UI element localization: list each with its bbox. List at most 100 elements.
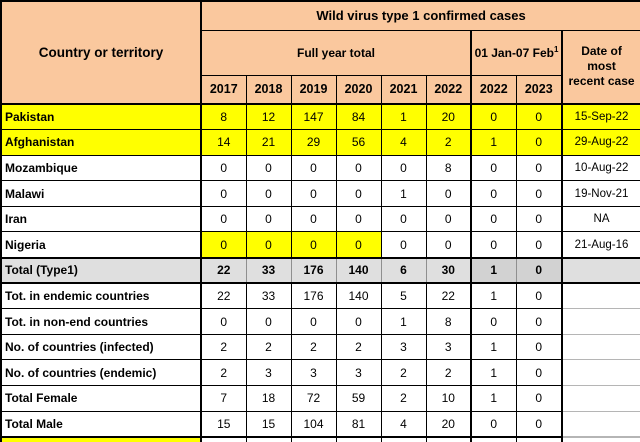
case-count-cell: 104 <box>290 410 337 438</box>
date-cell: 21-Aug-16 <box>561 231 640 259</box>
case-count-cell: 0 <box>515 154 563 182</box>
date-cell: 10-Aug-22 <box>561 154 640 182</box>
case-count-cell: 1 <box>380 308 427 335</box>
case-count-cell: 12 <box>245 103 292 131</box>
case-count-cell: 0 <box>515 180 563 207</box>
case-count-cell: 0 <box>515 103 563 131</box>
row-label: No. of countries (endemic) <box>0 359 202 387</box>
case-count-cell: 8 <box>425 308 472 335</box>
partial-row-cell <box>425 436 472 442</box>
table-row: Nigeria 0 0 0 0 0 0 0 0 21-Aug-16 <box>0 231 640 259</box>
row-label: Total (Type1) <box>0 256 202 285</box>
row-label: Pakistan <box>0 103 202 131</box>
row-label: Tot. in non-end countries <box>0 308 202 335</box>
case-count-cell: 1 <box>470 256 517 285</box>
country-header: Country or territory <box>0 0 202 105</box>
date-cell: NA <box>561 205 640 233</box>
janfeb-year-header: 2022 <box>470 74 517 105</box>
row-label: Malawi <box>0 180 202 207</box>
date-cell <box>561 359 640 387</box>
case-count-cell: 0 <box>245 231 292 259</box>
case-count-cell: 0 <box>380 205 427 233</box>
table-body: Pakistan 8 12 147 84 1 20 0 0 15-Sep-22 Afghanista… <box>0 103 640 442</box>
case-count-cell: 0 <box>335 205 382 233</box>
year-header: 2022 <box>425 74 472 105</box>
case-count-cell: 2 <box>335 333 382 361</box>
case-count-cell: 20 <box>425 410 472 438</box>
case-count-cell: 1 <box>380 103 427 131</box>
case-count-cell: 1 <box>470 129 517 156</box>
year-header: 2018 <box>245 74 292 105</box>
partial-row-cell <box>561 436 640 442</box>
case-count-cell: 0 <box>200 154 247 182</box>
case-count-cell: 140 <box>335 256 382 285</box>
full-year-group-header: Full year total <box>200 29 472 76</box>
partial-next-row <box>0 436 640 442</box>
case-count-cell: 0 <box>470 231 517 259</box>
case-count-cell: 3 <box>290 359 337 387</box>
case-count-cell: 0 <box>515 205 563 233</box>
case-count-cell: 0 <box>335 154 382 182</box>
case-count-cell: 0 <box>290 308 337 335</box>
table-row: Tot. in non-end countries 0 0 0 0 1 8 0 0 <box>0 308 640 335</box>
date-cell: 29-Aug-22 <box>561 129 640 156</box>
date-cell <box>561 308 640 335</box>
case-count-cell: 0 <box>515 231 563 259</box>
case-count-cell: 0 <box>245 205 292 233</box>
table-row: No. of countries (infected) 2 2 2 2 3 3 1 0 <box>0 333 640 361</box>
janfeb-footnote-sup: 1 <box>553 45 559 54</box>
year-header: 2021 <box>380 74 427 105</box>
case-count-cell: 22 <box>200 256 247 285</box>
case-count-cell: 33 <box>245 256 292 285</box>
row-label: No. of countries (infected) <box>0 333 202 361</box>
case-count-cell: 0 <box>515 308 563 335</box>
case-count-cell: 8 <box>200 103 247 131</box>
case-count-cell: 22 <box>425 282 472 310</box>
row-label: Mozambique <box>0 154 202 182</box>
table-row: Tot. in endemic countries 22 33 176 140 5 22 1 0 <box>0 282 640 310</box>
row-label: Nigeria <box>0 231 202 259</box>
case-count-cell: 0 <box>470 180 517 207</box>
case-count-cell: 1 <box>380 180 427 207</box>
partial-row-cell <box>200 436 247 442</box>
case-count-cell: 0 <box>290 231 337 259</box>
row-label: Total Male <box>0 410 202 438</box>
case-count-cell: 3 <box>380 333 427 361</box>
case-count-cell: 0 <box>290 180 337 207</box>
case-count-cell: 0 <box>515 359 563 387</box>
table-row: Afghanistan 14 21 29 56 4 2 1 0 29-Aug-22 <box>0 129 640 156</box>
janfeb-group-label: 01 Jan-07 Feb <box>474 46 554 60</box>
case-count-cell: 3 <box>335 359 382 387</box>
partial-row-label <box>0 436 202 442</box>
table-row: Total Female 7 18 72 59 2 10 1 0 <box>0 385 640 412</box>
case-count-cell: 0 <box>425 180 472 207</box>
year-header: 2020 <box>335 74 382 105</box>
table-row: No. of countries (endemic) 2 3 3 3 2 2 1 0 <box>0 359 640 387</box>
case-count-cell: 0 <box>515 385 563 412</box>
case-count-cell: 4 <box>380 410 427 438</box>
case-count-cell: 0 <box>200 205 247 233</box>
row-label: Afghanistan <box>0 129 202 156</box>
case-count-cell: 0 <box>290 205 337 233</box>
date-cell: 15-Sep-22 <box>561 103 640 131</box>
case-count-cell: 0 <box>200 231 247 259</box>
year-header: 2017 <box>200 74 247 105</box>
case-count-cell: 0 <box>470 205 517 233</box>
case-count-cell: 0 <box>200 308 247 335</box>
date-cell <box>561 256 640 285</box>
case-count-cell: 0 <box>245 154 292 182</box>
case-count-cell: 2 <box>200 359 247 387</box>
date-cell <box>561 282 640 310</box>
case-count-cell: 1 <box>470 385 517 412</box>
partial-row-cell <box>470 436 517 442</box>
case-count-cell: 0 <box>380 154 427 182</box>
case-count-cell: 0 <box>515 410 563 438</box>
case-count-cell: 0 <box>470 103 517 131</box>
case-count-cell: 2 <box>425 129 472 156</box>
date-column-header: Date of most recent case <box>561 29 640 105</box>
case-count-cell: 0 <box>515 256 563 285</box>
case-count-cell: 72 <box>290 385 337 412</box>
case-count-cell: 2 <box>380 385 427 412</box>
